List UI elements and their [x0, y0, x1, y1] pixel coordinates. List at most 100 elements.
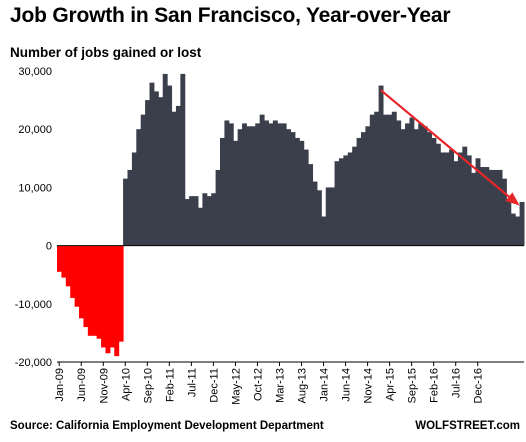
bar: [360, 132, 366, 246]
bar: [479, 167, 485, 246]
bar: [427, 132, 432, 246]
bar: [383, 114, 388, 246]
y-tick-label: -20,000: [15, 357, 52, 369]
bar: [189, 196, 195, 246]
bar: [101, 245, 106, 348]
bar: [70, 245, 76, 298]
bar: [374, 111, 380, 246]
y-axis-label: Number of jobs gained or lost: [10, 45, 202, 60]
x-tick-label: Nov-09: [98, 368, 110, 403]
bar: [162, 73, 168, 246]
source-note: Source: California Employment Developmen…: [10, 420, 324, 432]
bar: [338, 158, 344, 246]
y-tick-label: 0: [46, 241, 52, 253]
x-tick-label: Feb-11: [164, 368, 176, 402]
bar: [250, 126, 256, 246]
bar: [449, 149, 455, 246]
bar: [220, 137, 225, 246]
bar: [158, 97, 164, 246]
bar: [167, 85, 173, 246]
bar: [127, 169, 133, 246]
trend-line: [380, 89, 519, 205]
bar: [400, 129, 406, 246]
bar: [140, 114, 146, 246]
x-tick-label: Oct-12: [252, 368, 264, 401]
bar: [131, 152, 137, 246]
x-tick-label: Jul-16: [451, 368, 463, 398]
bar: [453, 161, 459, 246]
bar: [87, 245, 93, 336]
bar: [347, 152, 353, 246]
bar: [281, 123, 287, 246]
y-tick-label: 20,000: [18, 124, 52, 136]
bar: [422, 126, 428, 246]
bar: [65, 245, 71, 287]
bar: [519, 201, 525, 246]
bar: [272, 120, 278, 246]
bar: [175, 105, 181, 246]
bar: [193, 196, 199, 246]
bar: [242, 123, 247, 246]
bar: [506, 199, 512, 246]
bar: [308, 164, 314, 246]
bar: [440, 152, 446, 246]
bar: [109, 245, 115, 348]
bar: [206, 196, 212, 246]
bar: [145, 100, 151, 246]
bar: [123, 178, 128, 246]
bar: [312, 181, 318, 246]
bar: [330, 187, 336, 246]
bar: [264, 120, 269, 246]
bar: [488, 169, 494, 246]
bar: [405, 123, 410, 246]
bar: [299, 140, 305, 246]
bar: [180, 73, 186, 246]
bar: [96, 245, 102, 339]
bar: [497, 169, 503, 246]
bar: [378, 85, 384, 246]
x-tick-label: Jun-09: [76, 368, 88, 402]
bar: [136, 129, 142, 246]
bar: [92, 245, 98, 336]
bar: [303, 149, 309, 246]
bar: [83, 245, 89, 328]
y-tick-label: 10,000: [18, 182, 52, 194]
bar: [501, 178, 507, 246]
bar: [246, 126, 252, 246]
chart-title: Job Growth in San Francisco, Year-over-Y…: [10, 4, 451, 27]
x-tick-label: Jan-09: [54, 368, 66, 402]
bar: [356, 137, 362, 246]
bar: [224, 120, 230, 246]
bar: [184, 199, 190, 246]
bar: [268, 123, 274, 246]
bar: [321, 216, 327, 246]
x-tick-label: Dec-16: [473, 368, 485, 403]
trend-arrow: [380, 89, 520, 206]
bar: [105, 245, 111, 354]
bar: [409, 117, 415, 246]
bar: [435, 143, 441, 246]
bar: [391, 111, 397, 246]
bar: [462, 146, 468, 246]
bar: [277, 123, 283, 246]
bar: [484, 167, 490, 246]
bar: [171, 111, 177, 246]
bar: [444, 152, 450, 246]
x-tick-label: Sep-15: [407, 368, 419, 403]
bar: [149, 82, 155, 246]
x-tick-label: May-12: [230, 368, 242, 405]
x-tick-label: Jul-11: [186, 368, 198, 397]
x-tick-label: Mar-13: [274, 368, 286, 403]
bar: [290, 132, 296, 246]
bar: [334, 161, 340, 246]
y-tick-label: 30,000: [18, 66, 52, 78]
trend-arrowhead: [505, 192, 520, 206]
bar: [510, 213, 516, 246]
bar: [259, 114, 265, 246]
bar: [396, 120, 402, 246]
bar: [493, 169, 499, 246]
credit-note: WOLFSTREET.com: [415, 420, 520, 432]
bar: [365, 126, 371, 246]
bar: [255, 123, 261, 246]
